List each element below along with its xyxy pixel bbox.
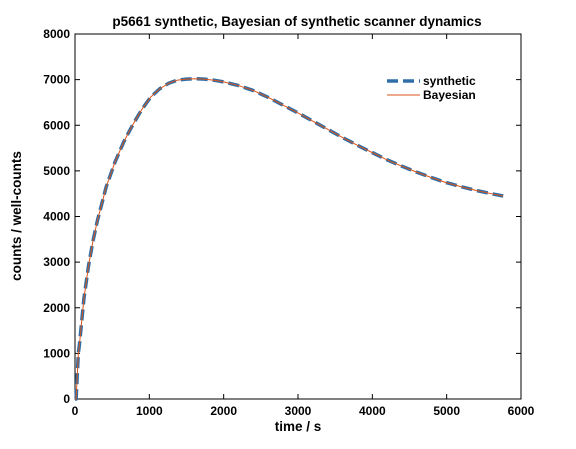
legend-label: Bayesian [423, 88, 476, 102]
y-tick-label: 7000 [43, 73, 70, 87]
x-tick-label: 6000 [508, 404, 535, 418]
x-tick-label: 1000 [136, 404, 163, 418]
y-axis-label: counts / well-counts [9, 151, 24, 281]
y-tick-label: 5000 [43, 164, 70, 178]
x-tick-label: 3000 [285, 404, 312, 418]
y-tick-label: 2000 [43, 301, 70, 315]
y-tick-label: 8000 [43, 27, 70, 41]
x-tick-label: 5000 [433, 404, 460, 418]
x-tick-label: 0 [72, 404, 79, 418]
series-line-bayesian [75, 78, 504, 400]
chart-title: p5661 synthetic, Bayesian of synthetic s… [112, 14, 481, 29]
axis-ticks: 0 1000 2000 3000 4000 5000 6000 0 1000 2000 3000 40… [43, 27, 534, 418]
y-tick-label: 6000 [43, 118, 70, 132]
y-tick-label: 4000 [43, 210, 70, 224]
legend-label: synthetic [423, 74, 476, 88]
y-tick-label: 1000 [43, 346, 70, 360]
x-tick-label: 2000 [210, 404, 237, 418]
x-tick-label: 4000 [359, 404, 386, 418]
y-tick-label: 0 [63, 392, 70, 406]
y-tick-label: 3000 [43, 255, 70, 269]
series-layer [74, 76, 504, 401]
x-axis-label: time / s [275, 419, 322, 434]
